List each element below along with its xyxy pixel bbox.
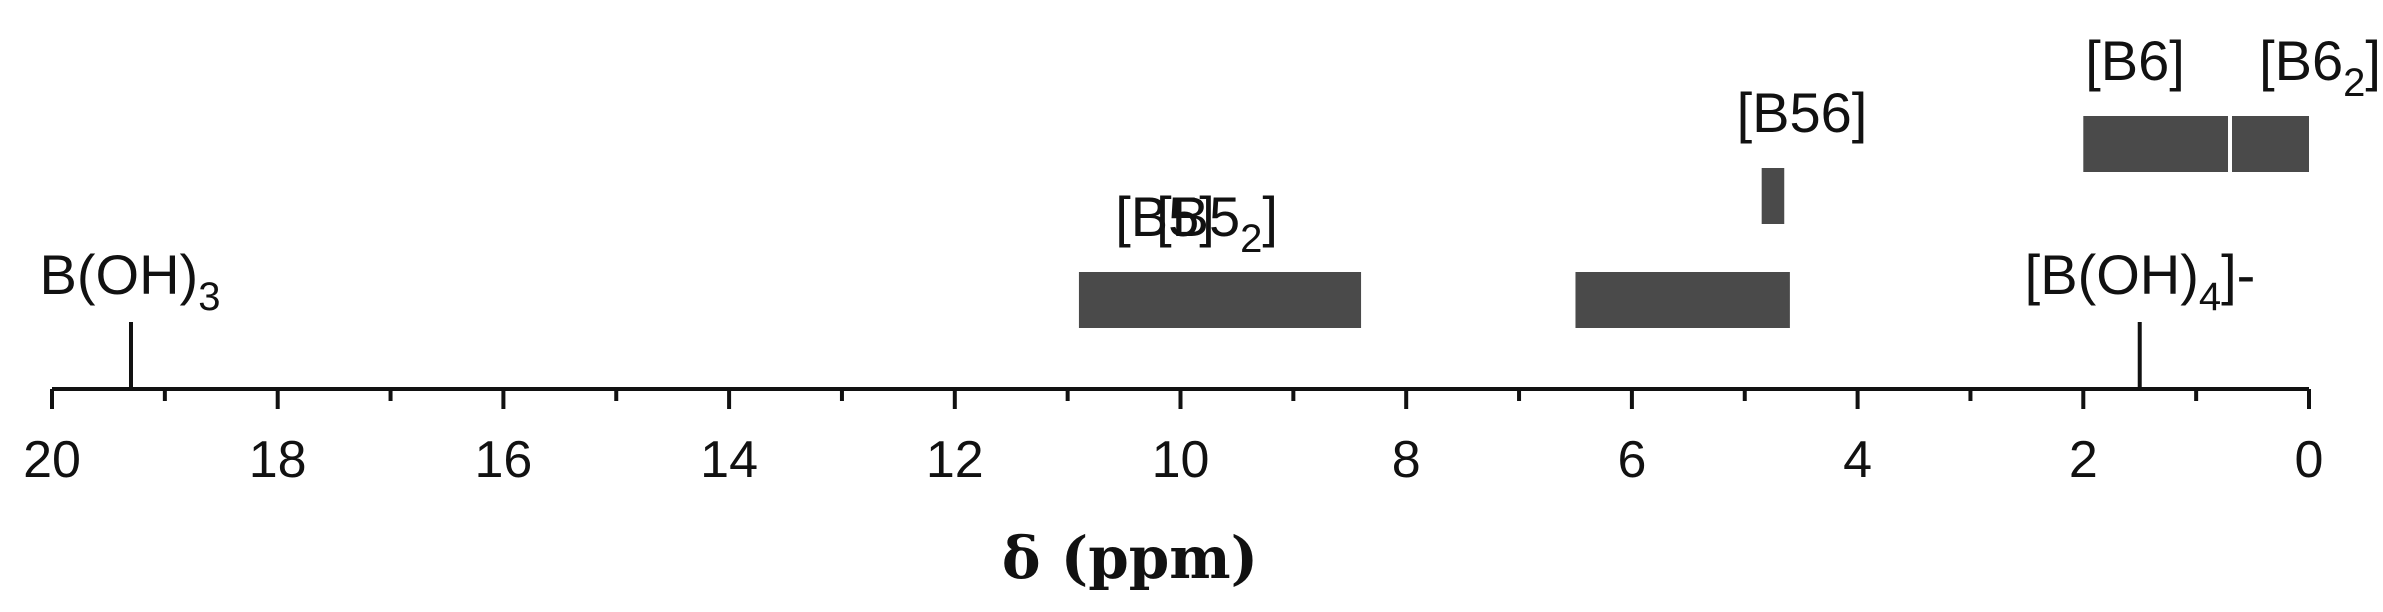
- range-label: [B5]: [1115, 185, 1215, 248]
- shift-lines: B(OH)3 [B(OH)4]-: [40, 243, 2256, 389]
- range-bar: [1575, 272, 1790, 328]
- x-ticks: 20 18 16 14 12 10 8 6 4 2 0: [23, 389, 2323, 489]
- tick-label: 6: [1617, 431, 1646, 489]
- tick-label: 12: [926, 431, 984, 489]
- tick-label: 4: [1843, 431, 1872, 489]
- x-axis-title: δ (ppm): [1002, 524, 1258, 592]
- tick-label: 18: [249, 431, 307, 489]
- range-bar: [2230, 116, 2309, 172]
- range-label: [B52]: [1156, 185, 1278, 261]
- tick-label: 16: [474, 431, 532, 489]
- tick-label: 8: [1392, 431, 1421, 489]
- range-bar: [1078, 272, 1362, 328]
- tick-label: 20: [23, 431, 81, 489]
- tick-label: 2: [2069, 431, 2098, 489]
- shift-ranges: [B52][B5] [B56] [B6] [B62]: [1078, 29, 2381, 328]
- tick-label: 14: [700, 431, 758, 489]
- tick-label: 10: [1152, 431, 1210, 489]
- range-label: [B62]: [2259, 29, 2381, 105]
- tick-label: 0: [2295, 431, 2324, 489]
- shift-label: [B(OH)4]-: [2025, 243, 2256, 319]
- range-bar: [2083, 116, 2231, 172]
- range-label: [B6]: [2085, 29, 2185, 92]
- range-bar: [1761, 168, 1785, 224]
- range-label: [B56]: [1737, 81, 1868, 144]
- shift-label: B(OH)3: [40, 243, 221, 319]
